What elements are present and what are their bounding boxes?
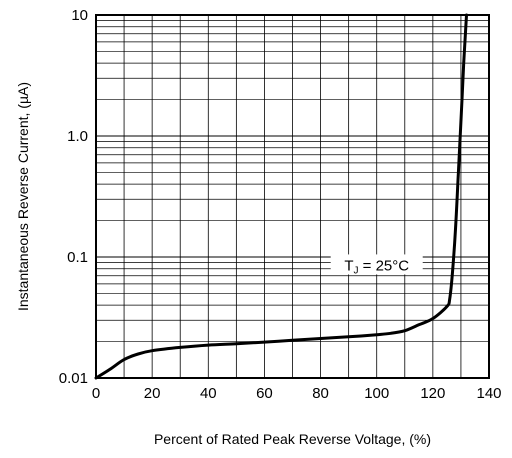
annotation-layer: TJ = 25°C [330, 254, 423, 276]
annotation-sub: J [353, 265, 358, 276]
x-tick-label: 80 [312, 385, 329, 402]
annotation-background [330, 254, 423, 275]
x-tick-label: 60 [256, 385, 273, 402]
x-tick-label: 140 [476, 385, 501, 402]
annotation-rest: = 25°C [358, 257, 409, 274]
y-tick-label: 0.01 [59, 370, 88, 387]
x-tick-label: 100 [364, 385, 389, 402]
y-axis-title: Instantaneous Reverse Current, (µA) [15, 82, 31, 311]
plot-frame [95, 14, 490, 379]
y-tick-label: 0.1 [67, 249, 88, 266]
y-tick-label: 10 [71, 7, 88, 24]
series-layer [94, 13, 468, 380]
grid [96, 15, 489, 378]
y-tick-label: 1.0 [67, 128, 88, 145]
tick-labels: 0 20 40 60 80 100 120 140 0.01 0.1 1.0 10 [59, 7, 502, 402]
x-axis-title: Percent of Rated Peak Reverse Voltage, (… [154, 431, 431, 447]
x-tick-label: 0 [92, 385, 100, 402]
annotation-temperature: TJ = 25°C [344, 257, 409, 276]
x-tick-label: 40 [200, 385, 217, 402]
x-tick-label: 120 [420, 385, 445, 402]
series-line [94, 13, 468, 380]
annotation-main: T [344, 257, 353, 274]
x-tick-label: 20 [144, 385, 161, 402]
